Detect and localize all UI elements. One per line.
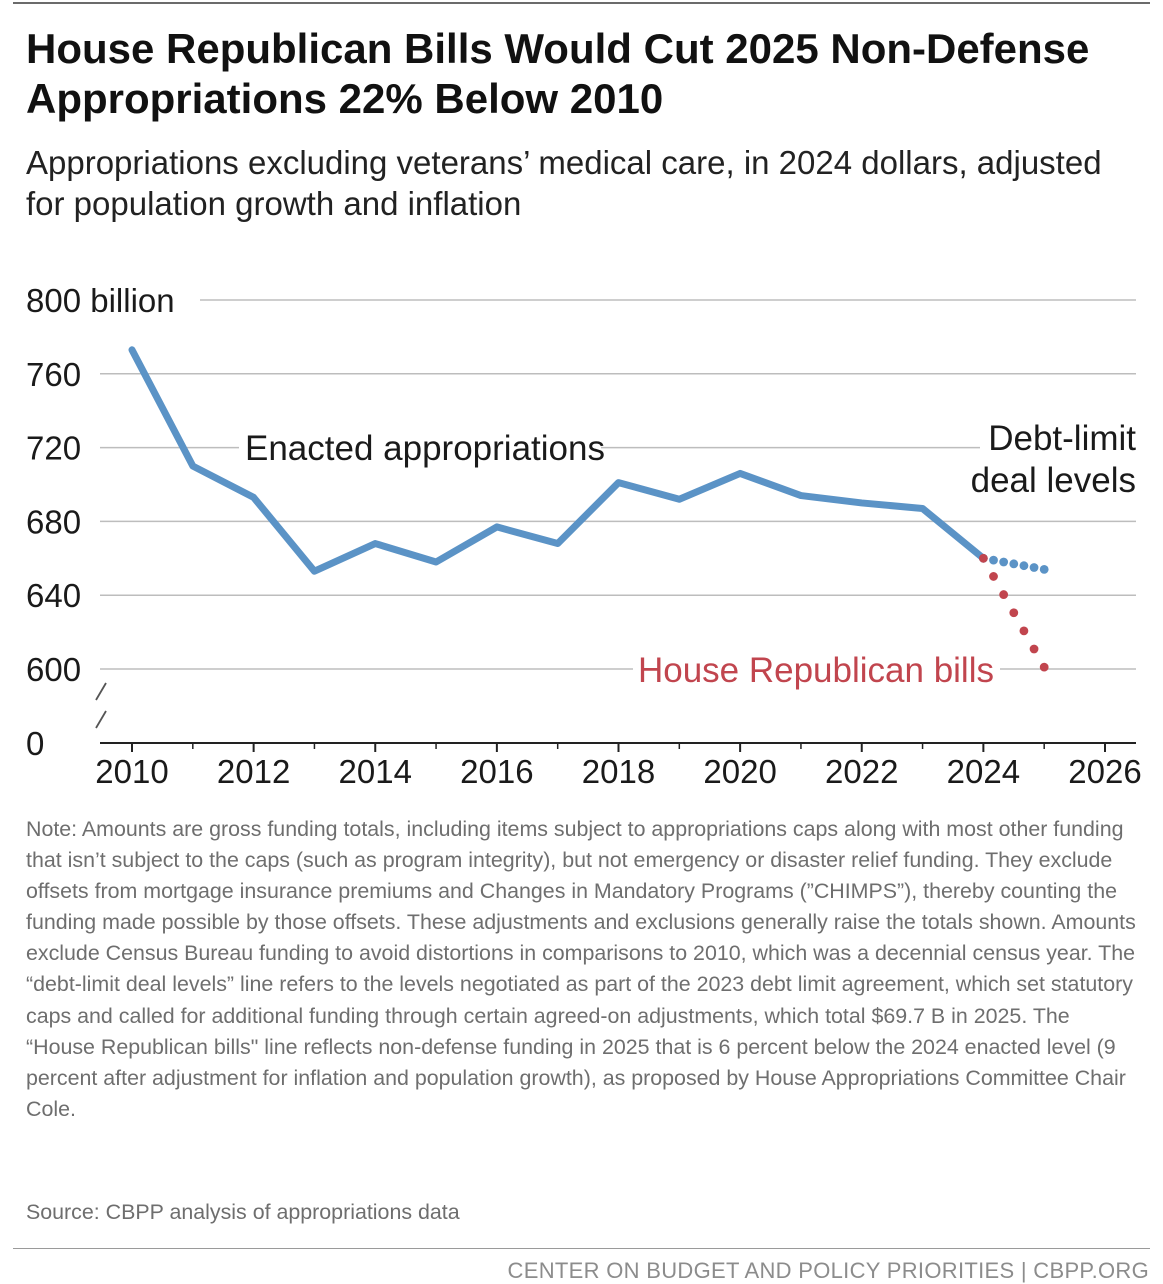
x-tick-label: 2026 — [1068, 753, 1141, 790]
annotation-enacted: Enacted appropriations — [245, 429, 605, 468]
series-dot-debt-limit — [1019, 561, 1029, 571]
annotation-debt-limit: deal levels — [971, 461, 1136, 500]
series-dot-debt-limit — [1039, 564, 1049, 574]
chart-note: Note: Amounts are gross funding totals, … — [26, 817, 1136, 1121]
chart-title: House Republican Bills Would Cut 2025 No… — [26, 25, 1090, 122]
x-tick-label: 2010 — [95, 753, 168, 790]
annotation-enacted-bg — [239, 430, 601, 470]
y-tick-label: 640 — [26, 577, 81, 614]
y-tick-label: 600 — [26, 651, 81, 688]
series-dot-house — [1029, 644, 1039, 654]
series-dot-house — [1039, 662, 1049, 672]
line-chart: 800 billion 760 720 680 640 600 0 2010 2012 2014 2… — [26, 282, 1142, 790]
series-dot-house — [1009, 608, 1019, 618]
annotation-debt-limit: Debt-limit — [988, 419, 1136, 458]
axis-break-mark — [95, 682, 107, 701]
series-dot-debt-limit — [1009, 559, 1019, 569]
annotation-debt-limit-bg — [965, 462, 1142, 502]
series-lines — [128, 346, 1049, 672]
axes — [95, 682, 1136, 752]
annotation-house: House Republican bills — [638, 651, 994, 690]
y-tick-label: 720 — [26, 430, 81, 467]
series-dot-debt-limit — [1029, 563, 1039, 572]
x-tick-label: 2016 — [460, 753, 533, 790]
y-tick-label: 760 — [26, 356, 81, 393]
x-tick-label: 2014 — [339, 753, 412, 790]
x-tick-label: 2018 — [582, 753, 655, 790]
series-dot-debt-limit — [989, 555, 998, 565]
annotation-debt-limit-bg — [980, 420, 1142, 460]
x-tick-label: 2012 — [217, 753, 290, 790]
chart-subtitle: Appropriations excluding veterans’ medic… — [26, 144, 1102, 222]
y-tick-label: 800 billion — [26, 282, 175, 319]
y-tick-label: 680 — [26, 503, 81, 540]
top-rule — [13, 2, 1150, 4]
y-tick-label: 0 — [26, 725, 44, 762]
series-dot-house — [1019, 626, 1029, 636]
x-tick-label: 2024 — [947, 753, 1020, 790]
footer-credit: CENTER ON BUDGET AND POLICY PRIORITIES |… — [507, 1258, 1149, 1283]
x-tick-label: 2020 — [703, 753, 776, 790]
annotation-house-bg — [633, 652, 1000, 692]
series-dot-debt-limit — [999, 557, 1009, 567]
tick-labels: 800 billion 760 720 680 640 600 0 2010 2012 2014 2… — [26, 282, 1142, 790]
series-dot-house — [978, 553, 988, 563]
axis-break-mark — [95, 710, 107, 729]
series-dot-house — [999, 590, 1009, 599]
chart-source: Source: CBPP analysis of appropriations … — [26, 1200, 460, 1224]
bottom-rule — [13, 1248, 1150, 1249]
x-tick-label: 2022 — [825, 753, 898, 790]
series-line-enacted — [128, 346, 987, 575]
series-dot-house — [989, 572, 998, 581]
